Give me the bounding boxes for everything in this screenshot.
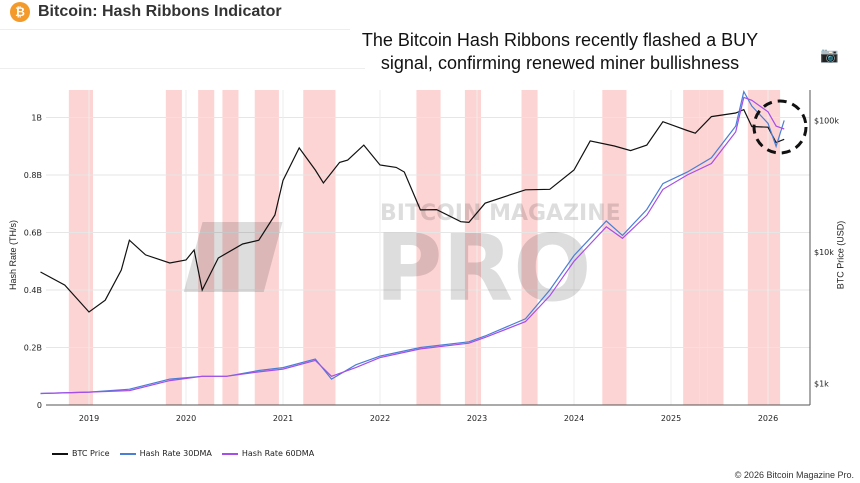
x-tick-label: 2021	[273, 414, 293, 423]
capitulation-ribbon	[303, 90, 336, 405]
x-tick-label: 2023	[467, 414, 487, 423]
annotation-text: The Bitcoin Hash Ribbons recently flashe…	[330, 29, 790, 75]
series-line-hash-rate-60dma	[40, 96, 785, 395]
x-tick-label: 2022	[370, 414, 390, 423]
divider	[0, 68, 365, 69]
y-tick-label: 0.8B	[24, 171, 42, 180]
x-tick-label: 2025	[661, 414, 681, 423]
page-title: Bitcoin: Hash Ribbons Indicator	[38, 3, 282, 20]
legend: BTC Price Hash Rate 30DMA Hash Rate 60DM…	[52, 449, 314, 458]
capitulation-ribbon	[707, 90, 724, 405]
capitulation-ribbon	[747, 90, 781, 405]
x-tick-label: 2020	[176, 414, 196, 423]
y2-tick-label: $10k	[814, 248, 834, 257]
chart-header: ₿ Bitcoin: Hash Ribbons Indicator	[10, 2, 282, 22]
capitulation-ribbon	[165, 90, 182, 405]
y-tick-label: 1B	[31, 114, 42, 123]
watermark: BITCOIN MAGAZINE PRO	[183, 201, 621, 322]
divider	[0, 29, 350, 30]
y-tick-label: 0.6B	[24, 229, 42, 238]
capitulation-ribbon	[222, 90, 239, 405]
annotation-circle	[752, 99, 808, 155]
capitulation-ribbon	[254, 90, 279, 405]
capitulation-ribbon	[198, 90, 215, 405]
watermark-top: BITCOIN MAGAZINE	[380, 201, 621, 226]
capitulation-ribbon	[683, 90, 700, 405]
legend-item-btc-price[interactable]: BTC Price	[52, 449, 110, 458]
bitcoin-icon: ₿	[10, 2, 30, 22]
y2-tick-label: $100k	[814, 117, 839, 126]
series-line-btc-price	[40, 108, 785, 313]
annotation-line-1: The Bitcoin Hash Ribbons recently flashe…	[361, 30, 759, 50]
y2-tick-label: $1k	[814, 380, 829, 389]
watermark-main: PRO	[375, 215, 591, 322]
legend-item-hash-rate-30dma[interactable]: Hash Rate 30DMA	[119, 449, 212, 458]
y-tick-label: 0	[37, 401, 42, 410]
capitulation-ribbon	[521, 90, 538, 405]
watermark-logo	[183, 222, 283, 292]
legend-item-hash-rate-60dma[interactable]: Hash Rate 60DMA	[221, 449, 314, 458]
y-tick-label: 0.4B	[24, 286, 42, 295]
camera-icon[interactable]: 📷	[820, 47, 839, 64]
annotation-line-2: signal, confirming renewed miner bullish…	[380, 53, 740, 73]
y-tick-label: 0.2B	[24, 344, 42, 353]
copyright: © 2026 Bitcoin Magazine Pro.	[734, 470, 854, 480]
x-tick-label: 2024	[564, 414, 584, 423]
capitulation-ribbon	[416, 90, 441, 405]
capitulation-ribbon	[699, 90, 708, 405]
x-tick-label: 2019	[79, 414, 99, 423]
capitulation-ribbon	[602, 90, 627, 405]
x-tick-label: 2026	[758, 414, 778, 423]
